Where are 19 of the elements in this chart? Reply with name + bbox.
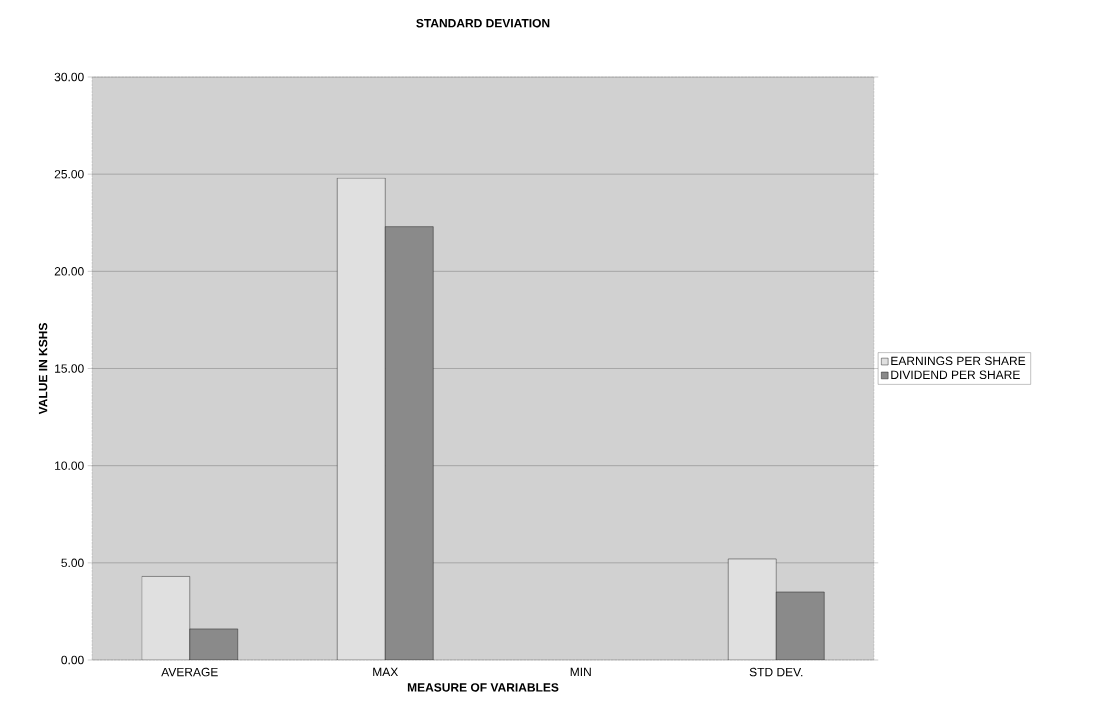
y-tick-label: 10.00	[55, 461, 84, 470]
legend-label: DIVIDEND PER SHARE	[891, 370, 1020, 379]
chart-title: STANDARD DEVIATION	[416, 18, 550, 28]
y-tick-label: 15.00	[55, 364, 84, 373]
y-tick-label: 25.00	[54, 169, 84, 179]
y-tick-label: 0.00	[61, 655, 84, 665]
y-tick-label: 30.00	[54, 72, 84, 82]
bar	[385, 226, 434, 660]
x-axis-title: MEASURE OF VARIABLES	[407, 683, 559, 692]
x-tick-label: AVERAGE	[161, 667, 218, 677]
y-tick-label: 20.00	[54, 267, 84, 276]
bar	[776, 591, 825, 660]
bar	[189, 628, 238, 660]
y-tick-label: 5.00	[61, 558, 84, 568]
legend-label: EARNINGS PER SHARE	[891, 356, 1026, 366]
x-tick-label: STD DEV.	[749, 667, 803, 677]
y-axis-title: VALUE IN KSHS	[38, 323, 48, 415]
x-tick-label: MAX	[373, 667, 398, 677]
x-tick-label: MIN	[570, 667, 591, 677]
